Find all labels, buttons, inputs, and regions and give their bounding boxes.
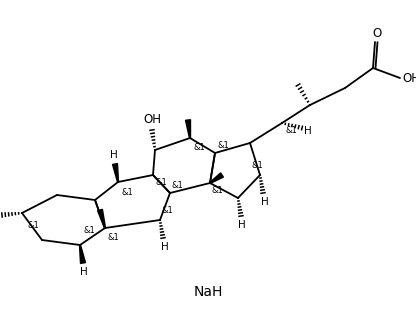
Text: O: O (372, 27, 381, 40)
Polygon shape (98, 209, 106, 228)
Polygon shape (79, 245, 85, 263)
Text: H: H (238, 220, 246, 230)
Text: &1: &1 (162, 206, 174, 215)
Text: H: H (261, 197, 269, 207)
Text: &1: &1 (108, 233, 120, 242)
Text: OH: OH (143, 113, 161, 126)
Text: &1: &1 (285, 126, 297, 135)
Text: &1: &1 (155, 178, 167, 187)
Text: &1: &1 (27, 221, 39, 230)
Text: H: H (304, 126, 312, 136)
Text: &1: &1 (193, 143, 205, 152)
Polygon shape (186, 120, 191, 138)
Text: H: H (80, 267, 88, 277)
Text: &1: &1 (212, 186, 224, 195)
Text: OH: OH (402, 73, 416, 85)
Text: NaH: NaH (193, 285, 223, 299)
Text: &1: &1 (217, 141, 229, 150)
Text: &1: &1 (252, 161, 264, 170)
Text: &1: &1 (84, 226, 96, 235)
Text: H: H (161, 242, 169, 252)
Text: &1: &1 (121, 188, 133, 197)
Polygon shape (113, 164, 119, 182)
Polygon shape (210, 173, 223, 183)
Text: &1: &1 (172, 181, 184, 190)
Text: H: H (110, 150, 118, 160)
